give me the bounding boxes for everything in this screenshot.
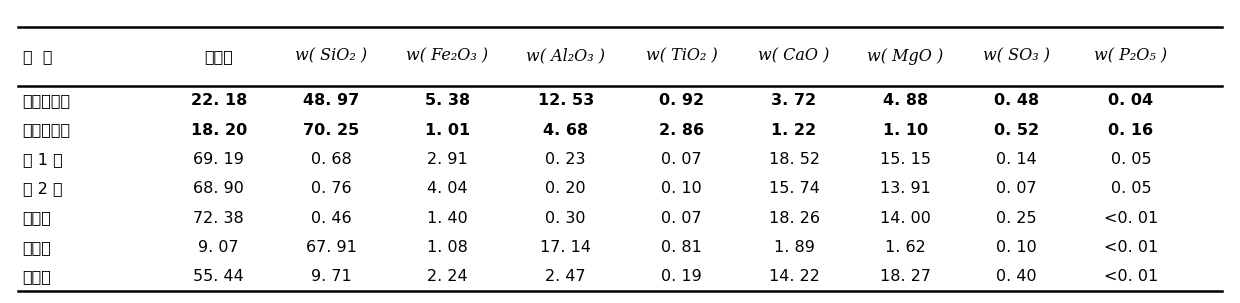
Text: 4. 68: 4. 68 bbox=[543, 122, 588, 138]
Text: 烧失量: 烧失量 bbox=[205, 49, 233, 64]
Text: w( SO₃ ): w( SO₃ ) bbox=[983, 48, 1050, 65]
Text: 13. 91: 13. 91 bbox=[879, 181, 930, 196]
Text: 哈 1 矿: 哈 1 矿 bbox=[22, 152, 62, 167]
Text: 1. 08: 1. 08 bbox=[427, 240, 467, 255]
Text: 69. 19: 69. 19 bbox=[193, 152, 244, 167]
Text: 1. 22: 1. 22 bbox=[771, 122, 817, 138]
Text: 0. 92: 0. 92 bbox=[660, 93, 704, 108]
Text: 0. 20: 0. 20 bbox=[546, 181, 587, 196]
Text: 五彩湾煤矿: 五彩湾煤矿 bbox=[22, 122, 71, 138]
Text: w( P₂O₅ ): w( P₂O₅ ) bbox=[1095, 48, 1168, 65]
Text: 67. 91: 67. 91 bbox=[306, 240, 357, 255]
Text: 2. 86: 2. 86 bbox=[660, 122, 704, 138]
Text: 3. 72: 3. 72 bbox=[771, 93, 817, 108]
Text: 12. 53: 12. 53 bbox=[538, 93, 594, 108]
Text: 0. 05: 0. 05 bbox=[1111, 181, 1152, 196]
Text: 15. 74: 15. 74 bbox=[769, 181, 820, 196]
Text: 0. 46: 0. 46 bbox=[311, 211, 351, 225]
Text: 0. 40: 0. 40 bbox=[996, 269, 1037, 284]
Text: 0. 81: 0. 81 bbox=[661, 240, 702, 255]
Text: 1. 40: 1. 40 bbox=[427, 211, 467, 225]
Text: 0. 10: 0. 10 bbox=[996, 240, 1037, 255]
Text: 15. 15: 15. 15 bbox=[879, 152, 931, 167]
Text: <0. 01: <0. 01 bbox=[1104, 211, 1158, 225]
Text: w( TiO₂ ): w( TiO₂ ) bbox=[646, 48, 718, 65]
Text: 18. 27: 18. 27 bbox=[879, 269, 931, 284]
Text: w( Fe₂O₃ ): w( Fe₂O₃ ) bbox=[407, 48, 489, 65]
Text: 1. 10: 1. 10 bbox=[883, 122, 928, 138]
Text: w( Al₂O₃ ): w( Al₂O₃ ) bbox=[526, 48, 605, 65]
Text: 0. 16: 0. 16 bbox=[1109, 122, 1153, 138]
Text: 4. 04: 4. 04 bbox=[427, 181, 467, 196]
Text: 22. 18: 22. 18 bbox=[191, 93, 247, 108]
Text: 0. 14: 0. 14 bbox=[996, 152, 1037, 167]
Text: 0. 07: 0. 07 bbox=[996, 181, 1037, 196]
Text: 9. 07: 9. 07 bbox=[198, 240, 239, 255]
Text: 1. 89: 1. 89 bbox=[774, 240, 815, 255]
Text: 0. 30: 0. 30 bbox=[546, 211, 587, 225]
Text: 0. 48: 0. 48 bbox=[993, 93, 1039, 108]
Text: 18. 20: 18. 20 bbox=[191, 122, 247, 138]
Text: 0. 25: 0. 25 bbox=[996, 211, 1037, 225]
Text: 2. 24: 2. 24 bbox=[427, 269, 467, 284]
Text: 0. 07: 0. 07 bbox=[661, 152, 702, 167]
Text: 煤  区: 煤 区 bbox=[22, 49, 52, 64]
Text: w( CaO ): w( CaO ) bbox=[759, 48, 830, 65]
Text: 0. 76: 0. 76 bbox=[311, 181, 351, 196]
Text: 48. 97: 48. 97 bbox=[303, 93, 360, 108]
Text: 硬碳沟煤矿: 硬碳沟煤矿 bbox=[22, 93, 71, 108]
Text: 70. 25: 70. 25 bbox=[303, 122, 360, 138]
Text: 伊达矿: 伊达矿 bbox=[22, 269, 51, 284]
Text: 17. 14: 17. 14 bbox=[541, 240, 591, 255]
Text: 18. 26: 18. 26 bbox=[769, 211, 820, 225]
Text: 哈露矿: 哈露矿 bbox=[22, 211, 51, 225]
Text: 18. 52: 18. 52 bbox=[769, 152, 820, 167]
Text: 0. 68: 0. 68 bbox=[311, 152, 351, 167]
Text: 1. 62: 1. 62 bbox=[885, 240, 925, 255]
Text: 0. 07: 0. 07 bbox=[661, 211, 702, 225]
Text: 72. 38: 72. 38 bbox=[193, 211, 244, 225]
Text: 1. 01: 1. 01 bbox=[424, 122, 470, 138]
Text: 0. 23: 0. 23 bbox=[546, 152, 587, 167]
Text: 0. 52: 0. 52 bbox=[993, 122, 1039, 138]
Text: 0. 05: 0. 05 bbox=[1111, 152, 1152, 167]
Text: 4. 88: 4. 88 bbox=[883, 93, 928, 108]
Text: 哈 2 矿: 哈 2 矿 bbox=[22, 181, 62, 196]
Text: <0. 01: <0. 01 bbox=[1104, 240, 1158, 255]
Text: <0. 01: <0. 01 bbox=[1104, 269, 1158, 284]
Text: 0. 04: 0. 04 bbox=[1109, 93, 1153, 108]
Text: 55. 44: 55. 44 bbox=[193, 269, 244, 284]
Text: 伊畧矿: 伊畧矿 bbox=[22, 240, 51, 255]
Text: 0. 19: 0. 19 bbox=[661, 269, 702, 284]
Text: 2. 47: 2. 47 bbox=[546, 269, 587, 284]
Text: 14. 00: 14. 00 bbox=[879, 211, 930, 225]
Text: 2. 91: 2. 91 bbox=[427, 152, 467, 167]
Text: 68. 90: 68. 90 bbox=[193, 181, 244, 196]
Text: 9. 71: 9. 71 bbox=[311, 269, 351, 284]
Text: w( MgO ): w( MgO ) bbox=[867, 48, 944, 65]
Text: 5. 38: 5. 38 bbox=[424, 93, 470, 108]
Text: 0. 10: 0. 10 bbox=[661, 181, 702, 196]
Text: w( SiO₂ ): w( SiO₂ ) bbox=[295, 48, 367, 65]
Text: 14. 22: 14. 22 bbox=[769, 269, 820, 284]
